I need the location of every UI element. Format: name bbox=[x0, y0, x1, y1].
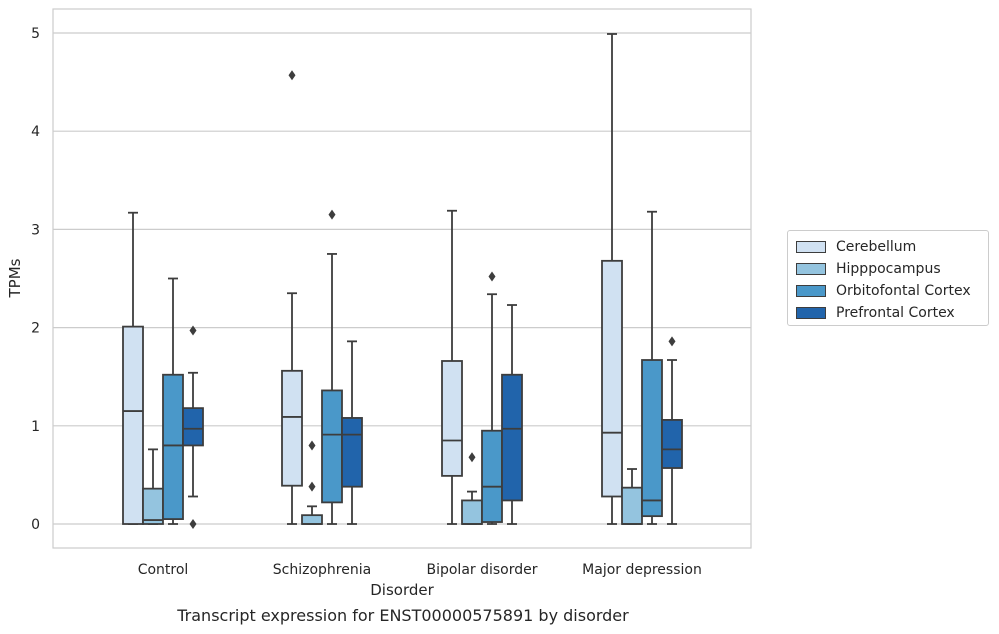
outlier-point bbox=[308, 481, 316, 492]
legend-label: Orbitofontal Cortex bbox=[836, 283, 971, 299]
box-prefrontal-cortex bbox=[182, 325, 204, 529]
box-prefrontal-cortex bbox=[341, 340, 363, 525]
x-tick-label: Major depression bbox=[582, 562, 702, 578]
x-tick-label: Bipolar disorder bbox=[426, 562, 537, 578]
legend-label: Hipppocampus bbox=[836, 261, 941, 277]
box-iqr bbox=[281, 369, 303, 487]
figure-caption: Transcript expression for ENST0000057589… bbox=[177, 606, 629, 625]
legend-label: Prefrontal Cortex bbox=[836, 305, 955, 321]
x-axis-label: Disorder bbox=[370, 581, 434, 599]
legend: Cerebellum Hipppocampus Orbitofontal Cor… bbox=[787, 230, 989, 326]
box-orbitofontal-cortex bbox=[321, 209, 343, 525]
box-iqr bbox=[142, 487, 164, 525]
box-cerebellum bbox=[122, 211, 144, 525]
y-tick-label: 5 bbox=[31, 26, 40, 42]
outlier-point bbox=[288, 70, 296, 81]
y-tick-label: 3 bbox=[31, 222, 40, 238]
box-prefrontal-cortex bbox=[501, 304, 523, 525]
box-iqr bbox=[341, 417, 363, 488]
box-hipppocampus bbox=[301, 440, 323, 525]
box-iqr bbox=[182, 407, 204, 447]
box-iqr bbox=[122, 325, 144, 525]
legend-item-prefrontal: Prefrontal Cortex bbox=[796, 302, 980, 324]
x-axis-ticks: Control Schizophrenia Bipolar disorder Majo… bbox=[138, 562, 702, 578]
box-iqr bbox=[601, 259, 623, 498]
box-orbitofontal-cortex bbox=[162, 277, 184, 525]
box-iqr bbox=[321, 389, 343, 504]
legend-item-cerebellum: Cerebellum bbox=[796, 236, 980, 258]
box-hipppocampus bbox=[621, 468, 643, 525]
box-iqr bbox=[641, 359, 663, 518]
box-iqr bbox=[481, 429, 503, 523]
box-cerebellum bbox=[281, 70, 303, 525]
outlier-point bbox=[468, 452, 476, 463]
outlier-point bbox=[308, 440, 316, 451]
outlier-point bbox=[668, 336, 676, 347]
legend-swatch bbox=[796, 263, 826, 275]
y-tick-label: 2 bbox=[31, 321, 40, 337]
legend-swatch bbox=[796, 307, 826, 319]
box-iqr bbox=[461, 499, 483, 525]
box-iqr bbox=[621, 486, 643, 525]
box-cerebellum bbox=[441, 209, 463, 525]
outlier-point bbox=[328, 209, 336, 220]
box-iqr bbox=[661, 419, 683, 469]
y-axis-ticks: 0 1 2 3 4 5 bbox=[31, 26, 40, 533]
box-orbitofontal-cortex bbox=[481, 271, 503, 525]
y-tick-label: 4 bbox=[31, 124, 40, 140]
outlier-point bbox=[189, 325, 197, 336]
y-tick-label: 0 bbox=[31, 517, 40, 533]
box-iqr bbox=[301, 514, 323, 525]
box-cerebellum bbox=[601, 33, 623, 525]
x-tick-label: Control bbox=[138, 562, 189, 578]
y-axis-label: TPMs bbox=[6, 258, 24, 298]
y-tick-label: 1 bbox=[31, 419, 40, 435]
legend-item-hippocampus: Hipppocampus bbox=[796, 258, 980, 280]
box-prefrontal-cortex bbox=[661, 336, 683, 525]
legend-swatch bbox=[796, 285, 826, 297]
box-iqr bbox=[162, 373, 184, 520]
legend-item-orbitofrontal: Orbitofontal Cortex bbox=[796, 280, 980, 302]
outlier-point bbox=[488, 271, 496, 282]
legend-swatch bbox=[796, 241, 826, 253]
box-series bbox=[122, 33, 683, 529]
box-iqr bbox=[501, 373, 523, 502]
box-hipppocampus bbox=[461, 452, 483, 525]
legend-label: Cerebellum bbox=[836, 239, 917, 255]
outlier-point bbox=[189, 519, 197, 529]
box-iqr bbox=[441, 360, 463, 477]
x-tick-label: Schizophrenia bbox=[273, 562, 371, 578]
